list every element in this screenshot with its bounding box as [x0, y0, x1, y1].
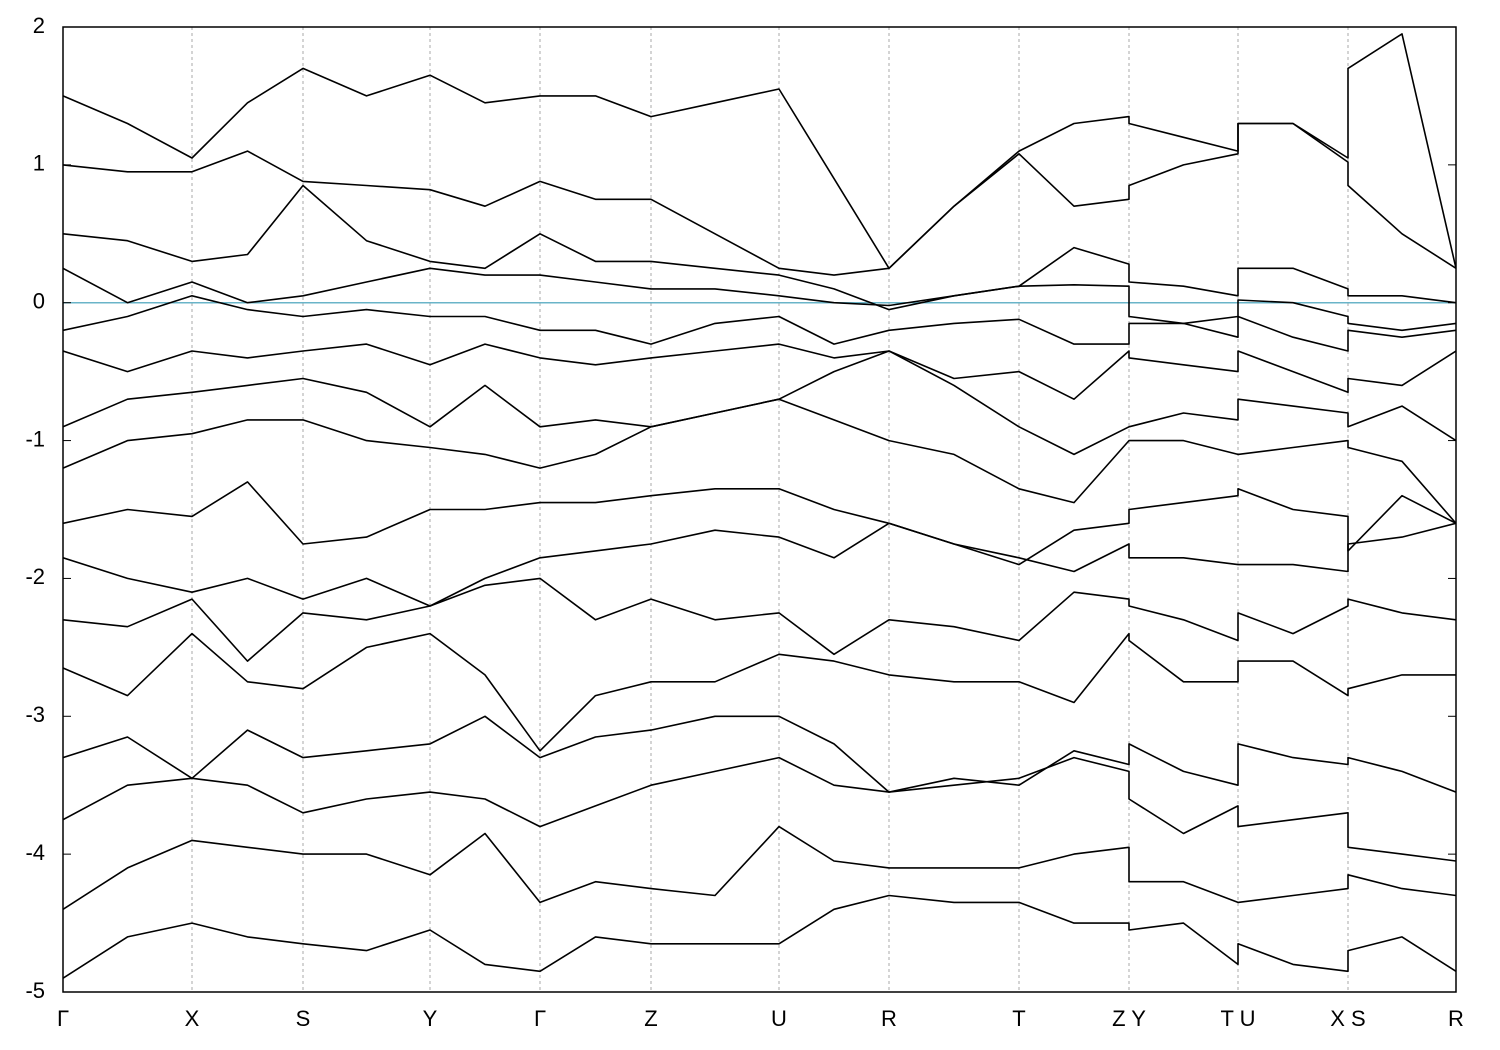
- labels: -5 -4 -3 -2 -1 0 1 2 Γ X S Y Γ Z U R T Z Y T U X S R: [25, 13, 1464, 1031]
- x-tick-label: X: [185, 1006, 200, 1031]
- band: [63, 715, 1456, 793]
- band: [63, 350, 1456, 456]
- x-tick-label: U: [771, 1006, 787, 1031]
- band: [63, 122, 1456, 276]
- y-tick-label: 2: [33, 13, 45, 38]
- y-tick-label: -5: [25, 978, 45, 1003]
- y-tick-label: -3: [25, 702, 45, 727]
- y-tick-label: 1: [33, 151, 45, 176]
- band: [63, 184, 1456, 311]
- y-tick-label: -4: [25, 840, 45, 865]
- plot-frame: [62, 26, 1457, 993]
- x-tick-label: T: [1012, 1006, 1025, 1031]
- x-tick-label: Z Y: [1112, 1006, 1146, 1031]
- band: [63, 577, 1456, 662]
- band: [63, 825, 1456, 910]
- y-tick-label: -2: [25, 564, 45, 589]
- y-tick-label: -1: [25, 426, 45, 451]
- x-tick-label: Γ: [534, 1006, 546, 1031]
- x-tick-label: Y: [423, 1006, 438, 1031]
- x-tick-label: X S: [1330, 1006, 1365, 1031]
- x-tick-label: T U: [1220, 1006, 1255, 1031]
- band: [63, 522, 1456, 607]
- x-tick-label: S: [296, 1006, 311, 1031]
- band: [63, 481, 1456, 566]
- x-tick-label: R: [1448, 1006, 1464, 1031]
- band: [63, 632, 1456, 752]
- band: [63, 267, 1456, 332]
- band: [63, 295, 1456, 352]
- x-tick-label: R: [881, 1006, 897, 1031]
- band: [63, 894, 1456, 979]
- band: [63, 343, 1456, 400]
- x-tick-label: Γ: [57, 1006, 69, 1031]
- band: [63, 33, 1456, 270]
- band: [63, 398, 1456, 524]
- band: [63, 756, 1456, 862]
- x-tick-label: Z: [644, 1006, 657, 1031]
- y-tick-label: 0: [33, 289, 45, 314]
- plot-area: [63, 33, 1456, 979]
